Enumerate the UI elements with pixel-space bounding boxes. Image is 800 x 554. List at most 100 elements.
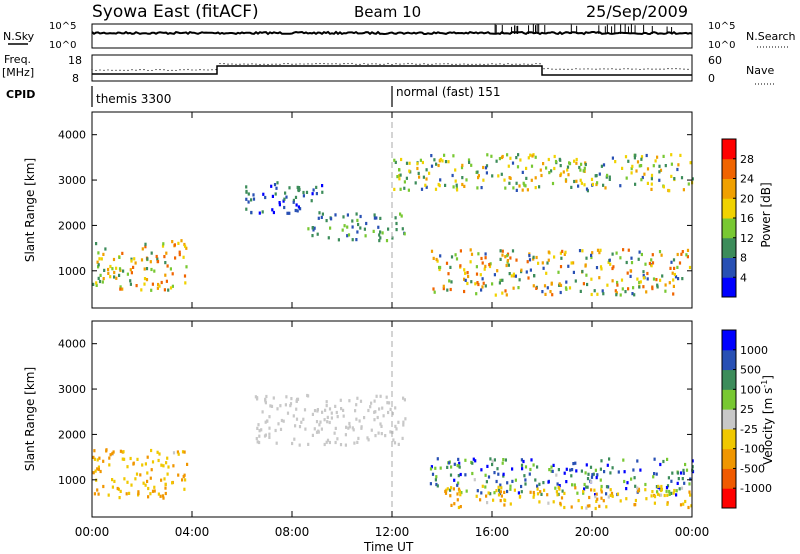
nave-dot xyxy=(591,68,593,70)
range-gate-cell xyxy=(517,286,520,290)
range-gate-cell xyxy=(513,274,516,278)
range-gate-cell xyxy=(414,181,417,185)
range-gate-cell xyxy=(386,401,389,405)
range-gate-cell xyxy=(600,164,603,168)
range-gate-cell xyxy=(547,250,550,254)
range-gate-cell xyxy=(497,485,500,489)
range-gate-cell xyxy=(141,463,144,467)
range-gate-cell xyxy=(104,247,107,251)
range-gate-cell xyxy=(330,416,333,420)
range-gate-cell xyxy=(351,238,354,242)
range-gate-cell xyxy=(435,475,438,479)
range-gate-cell xyxy=(591,473,594,477)
range-gate-cell xyxy=(691,459,694,463)
range-gate-cell xyxy=(272,396,275,400)
freq-label-2: [MHz] xyxy=(2,66,34,79)
range-gate-cell xyxy=(119,449,122,453)
nave-dot xyxy=(463,63,465,65)
range-gate-cell xyxy=(670,174,673,178)
range-gate-cell xyxy=(143,267,146,271)
range-gate-cell xyxy=(416,166,419,171)
range-gate-cell xyxy=(269,404,272,408)
range-gate-cell xyxy=(480,288,483,292)
range-gate-cell xyxy=(538,500,541,504)
nave-dot xyxy=(487,63,489,65)
nave-dot xyxy=(475,63,477,65)
nave-dot xyxy=(155,68,157,71)
range-gate-cell xyxy=(295,203,298,207)
range-gate-cell xyxy=(307,394,310,398)
range-gate-cell xyxy=(526,188,529,192)
range-gate-cell xyxy=(626,481,629,485)
range-gate-cell xyxy=(506,481,509,485)
range-gate-cell xyxy=(493,458,496,462)
range-gate-cell xyxy=(603,470,606,474)
colorbar-swatch xyxy=(722,158,736,179)
nave-dot xyxy=(211,69,213,71)
range-gate-cell xyxy=(656,155,659,159)
range-gate-cell xyxy=(677,477,680,481)
range-gate-cell xyxy=(261,210,264,214)
range-gate-cell xyxy=(608,175,611,179)
nave-dot xyxy=(527,63,529,65)
range-gate-cell xyxy=(162,496,165,500)
colorbar-swatch xyxy=(722,349,736,371)
range-gate-cell xyxy=(321,212,324,216)
range-gate-cell xyxy=(644,482,647,487)
range-gate-cell xyxy=(139,473,142,477)
range-gate-cell xyxy=(150,448,153,453)
nave-dot xyxy=(455,63,457,65)
nave-dot xyxy=(367,63,369,65)
date-title: 25/Sep/2009 xyxy=(586,2,688,21)
range-gate-cell xyxy=(146,455,149,459)
range-gate-cell xyxy=(518,184,521,188)
range-gate-cell xyxy=(150,288,153,292)
range-gate-cell xyxy=(511,479,514,483)
range-gate-cell xyxy=(590,292,593,297)
range-gate-cell xyxy=(599,265,603,269)
range-gate-cell xyxy=(513,488,516,492)
range-gate-cell xyxy=(167,465,170,469)
range-gate-cell xyxy=(544,292,547,296)
nave-dot xyxy=(539,63,541,65)
range-gate-cell xyxy=(600,484,603,489)
range-gate-cell xyxy=(605,492,608,496)
range-gate-cell xyxy=(539,168,542,172)
range-gate-cell xyxy=(296,185,299,189)
range-gate-cell xyxy=(590,488,593,492)
nave-dot xyxy=(131,69,133,71)
nave-dot xyxy=(595,68,597,70)
range-gate-cell xyxy=(419,158,422,162)
range-gate-cell xyxy=(583,183,586,187)
range-gate-cell xyxy=(488,263,491,267)
range-gate-cell xyxy=(506,259,509,263)
range-gate-cell xyxy=(141,247,144,251)
range-gate-cell xyxy=(351,219,354,223)
range-gate-cell xyxy=(434,478,437,482)
range-gate-cell xyxy=(153,269,156,273)
nave-dot xyxy=(623,68,625,70)
nave-dot xyxy=(391,63,393,66)
range-gate-cell xyxy=(302,417,305,421)
range-gate-cell xyxy=(430,249,434,253)
range-gate-cell xyxy=(644,262,647,266)
nave-dot xyxy=(99,69,101,71)
range-gate-cell xyxy=(278,203,281,207)
freq-tick-top: 18 xyxy=(68,54,82,67)
range-gate-cell xyxy=(599,467,602,471)
range-gate-cell xyxy=(666,457,669,461)
nave-dot xyxy=(395,63,397,65)
range-gate-cell xyxy=(495,159,498,163)
range-gate-cell xyxy=(99,273,102,277)
range-gate-cell xyxy=(671,271,674,275)
nave-dot xyxy=(679,68,681,70)
range-gate-cell xyxy=(653,457,656,461)
range-gate-cell xyxy=(276,181,279,185)
range-gate-cell xyxy=(370,428,373,432)
range-gate-cell xyxy=(299,207,302,211)
nave-dot xyxy=(435,63,437,65)
range-gate-cell xyxy=(639,280,642,284)
nave-dot xyxy=(147,69,149,72)
range-gate-cell xyxy=(606,283,609,287)
range-gate-cell xyxy=(499,490,502,494)
